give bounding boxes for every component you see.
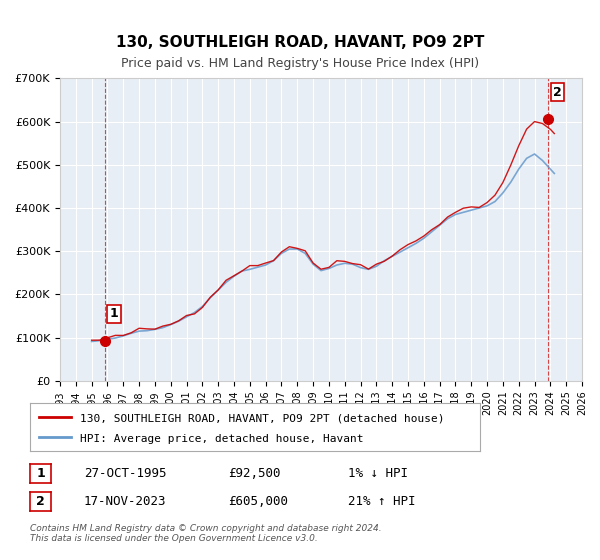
Text: £605,000: £605,000 xyxy=(228,494,288,508)
Text: 1: 1 xyxy=(36,467,45,480)
Text: 27-OCT-1995: 27-OCT-1995 xyxy=(84,466,167,480)
Text: 130, SOUTHLEIGH ROAD, HAVANT, PO9 2PT (detached house): 130, SOUTHLEIGH ROAD, HAVANT, PO9 2PT (d… xyxy=(79,413,444,423)
Text: Price paid vs. HM Land Registry's House Price Index (HPI): Price paid vs. HM Land Registry's House … xyxy=(121,57,479,70)
Text: 1% ↓ HPI: 1% ↓ HPI xyxy=(348,466,408,480)
Text: 2: 2 xyxy=(36,495,45,508)
Text: Contains HM Land Registry data © Crown copyright and database right 2024.
This d: Contains HM Land Registry data © Crown c… xyxy=(30,524,382,543)
Text: 130, SOUTHLEIGH ROAD, HAVANT, PO9 2PT: 130, SOUTHLEIGH ROAD, HAVANT, PO9 2PT xyxy=(116,35,484,50)
Text: 17-NOV-2023: 17-NOV-2023 xyxy=(84,494,167,508)
Text: 2: 2 xyxy=(553,86,562,99)
Text: 21% ↑ HPI: 21% ↑ HPI xyxy=(348,494,415,508)
Text: 1: 1 xyxy=(109,307,118,320)
Text: HPI: Average price, detached house, Havant: HPI: Average price, detached house, Hava… xyxy=(79,435,363,445)
Text: £92,500: £92,500 xyxy=(228,466,281,480)
